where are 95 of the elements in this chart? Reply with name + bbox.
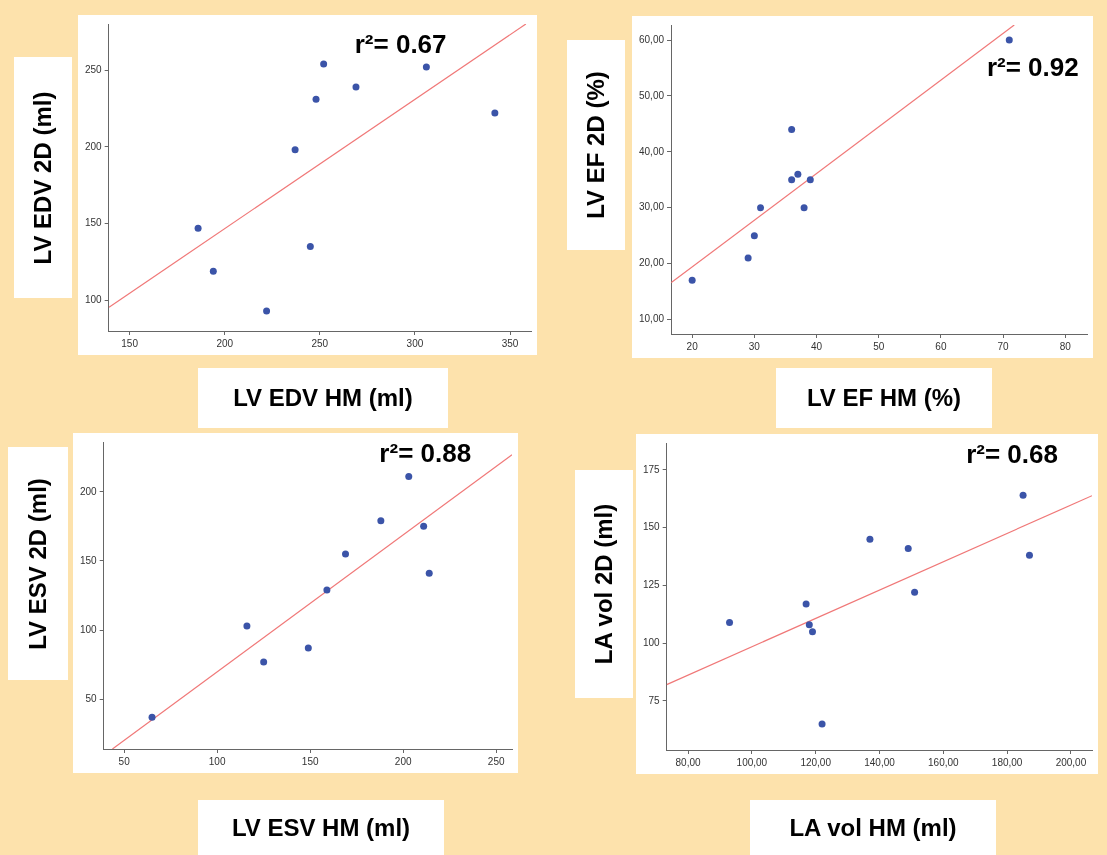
y-axis-title: LV EDV 2D (ml) — [29, 91, 57, 264]
point — [342, 550, 350, 558]
x-tick-label: 150 — [301, 755, 319, 767]
point — [420, 522, 428, 530]
x-tick-label: 80,00 — [675, 756, 702, 768]
point — [1025, 551, 1033, 559]
x-tick-label: 200,00 — [1055, 756, 1087, 768]
annotation: r²= 0.68 — [966, 439, 1058, 470]
y-tick-label: 150 — [643, 521, 661, 533]
point — [422, 63, 430, 71]
point — [491, 109, 499, 117]
y-tick-label: 40,00 — [638, 145, 665, 157]
y-tick-label: 175 — [643, 463, 661, 475]
y-tick-label: 100 — [643, 636, 661, 648]
y-tick-label: 30,00 — [638, 201, 665, 213]
x-tick-label: 150 — [121, 337, 139, 349]
x-tick-label: 180,00 — [991, 756, 1023, 768]
y-tick-label: 10,00 — [638, 313, 665, 325]
point — [243, 622, 251, 630]
point — [904, 544, 912, 552]
point — [794, 170, 802, 178]
point — [726, 618, 734, 626]
point — [304, 644, 312, 652]
point — [802, 600, 810, 608]
point — [809, 628, 816, 636]
x-tick-label: 60 — [935, 340, 947, 352]
y-tick-label: 250 — [85, 63, 103, 75]
x-axis-title: LV ESV HM (ml) — [198, 800, 444, 855]
y-tick-label: 60,00 — [638, 33, 665, 45]
annotation: r²= 0.67 — [354, 29, 447, 60]
x-tick-label: 20 — [686, 340, 699, 352]
annotation: r²= 0.88 — [379, 438, 472, 469]
point — [377, 517, 385, 525]
point — [744, 254, 752, 262]
point — [323, 586, 331, 594]
point — [194, 224, 202, 232]
point — [750, 232, 758, 240]
y-tick-label: 20,00 — [638, 257, 665, 269]
y-tick-label: 150 — [85, 217, 103, 229]
x-axis-title: LV EDV HM (ml) — [198, 368, 448, 428]
y-tick-label: 50,00 — [638, 89, 665, 101]
x-tick-label: 100,00 — [736, 756, 768, 768]
x-tick-label: 350 — [501, 337, 519, 349]
y-axis-title: LV ESV 2D (ml) — [24, 477, 52, 650]
point — [788, 176, 796, 184]
x-tick-label: 300 — [406, 337, 424, 349]
annotation: r²= 0.92 — [986, 52, 1079, 83]
x-tick-label: 100 — [208, 755, 226, 767]
y-axis-title: LV EF 2D (%) — [582, 71, 610, 219]
point — [1019, 491, 1027, 499]
x-axis-title: LA vol HM (ml) — [750, 800, 996, 855]
x-tick-label: 80 — [1059, 340, 1072, 352]
y-tick-label: 100 — [80, 623, 98, 635]
point — [805, 621, 813, 629]
x-tick-label: 40 — [810, 340, 823, 352]
point — [405, 473, 413, 481]
point — [209, 267, 217, 275]
y-tick-label: 200 — [85, 140, 103, 152]
point — [800, 204, 808, 212]
x-tick-label: 140,00 — [864, 756, 896, 768]
point — [688, 276, 696, 284]
y-tick-label: 75 — [648, 694, 661, 706]
x-tick-label: 30 — [748, 340, 761, 352]
point — [306, 243, 314, 251]
x-tick-label: 70 — [997, 340, 1010, 352]
point — [260, 658, 268, 666]
point — [312, 95, 320, 103]
y-tick-label: 200 — [80, 485, 98, 497]
x-tick-label: 160,00 — [928, 756, 960, 768]
y-tick-label: 125 — [643, 579, 661, 591]
x-tick-label: 200 — [216, 337, 234, 349]
x-axis-title: LV EF HM (%) — [776, 368, 992, 428]
point — [757, 204, 765, 212]
point — [818, 720, 826, 728]
x-tick-label: 50 — [118, 755, 131, 767]
x-tick-label: 50 — [873, 340, 885, 352]
x-tick-label: 250 — [311, 337, 329, 349]
point — [148, 713, 156, 721]
x-tick-label: 200 — [394, 755, 412, 767]
x-tick-label: 250 — [487, 755, 505, 767]
y-tick-label: 100 — [85, 294, 103, 306]
point — [788, 125, 796, 133]
point — [352, 83, 360, 91]
y-tick-label: 50 — [85, 692, 98, 704]
y-axis-title: LA vol 2D (ml) — [590, 503, 618, 665]
point — [866, 535, 874, 543]
x-tick-label: 120,00 — [800, 756, 832, 768]
point — [263, 307, 271, 315]
point — [320, 60, 328, 68]
point — [806, 176, 814, 184]
point — [291, 146, 299, 154]
point — [425, 569, 433, 577]
y-tick-label: 150 — [80, 554, 98, 566]
point — [1005, 36, 1013, 44]
point — [911, 588, 919, 596]
